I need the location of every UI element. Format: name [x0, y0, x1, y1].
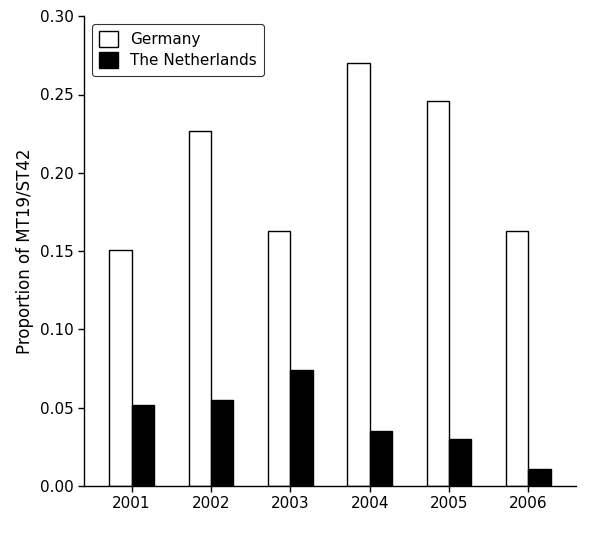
Bar	[427, 101, 449, 486]
Bar	[290, 370, 313, 486]
Bar	[189, 131, 211, 486]
Bar	[529, 469, 551, 486]
Bar	[449, 439, 471, 486]
Bar	[347, 63, 370, 486]
Bar	[109, 249, 131, 486]
Bar	[370, 431, 392, 486]
Bar	[506, 231, 529, 486]
Bar	[211, 400, 233, 486]
Bar	[268, 231, 290, 486]
Legend: Germany, The Netherlands: Germany, The Netherlands	[92, 24, 264, 76]
Bar	[131, 404, 154, 486]
Y-axis label: Proportion of MT19/ST42: Proportion of MT19/ST42	[16, 148, 34, 354]
